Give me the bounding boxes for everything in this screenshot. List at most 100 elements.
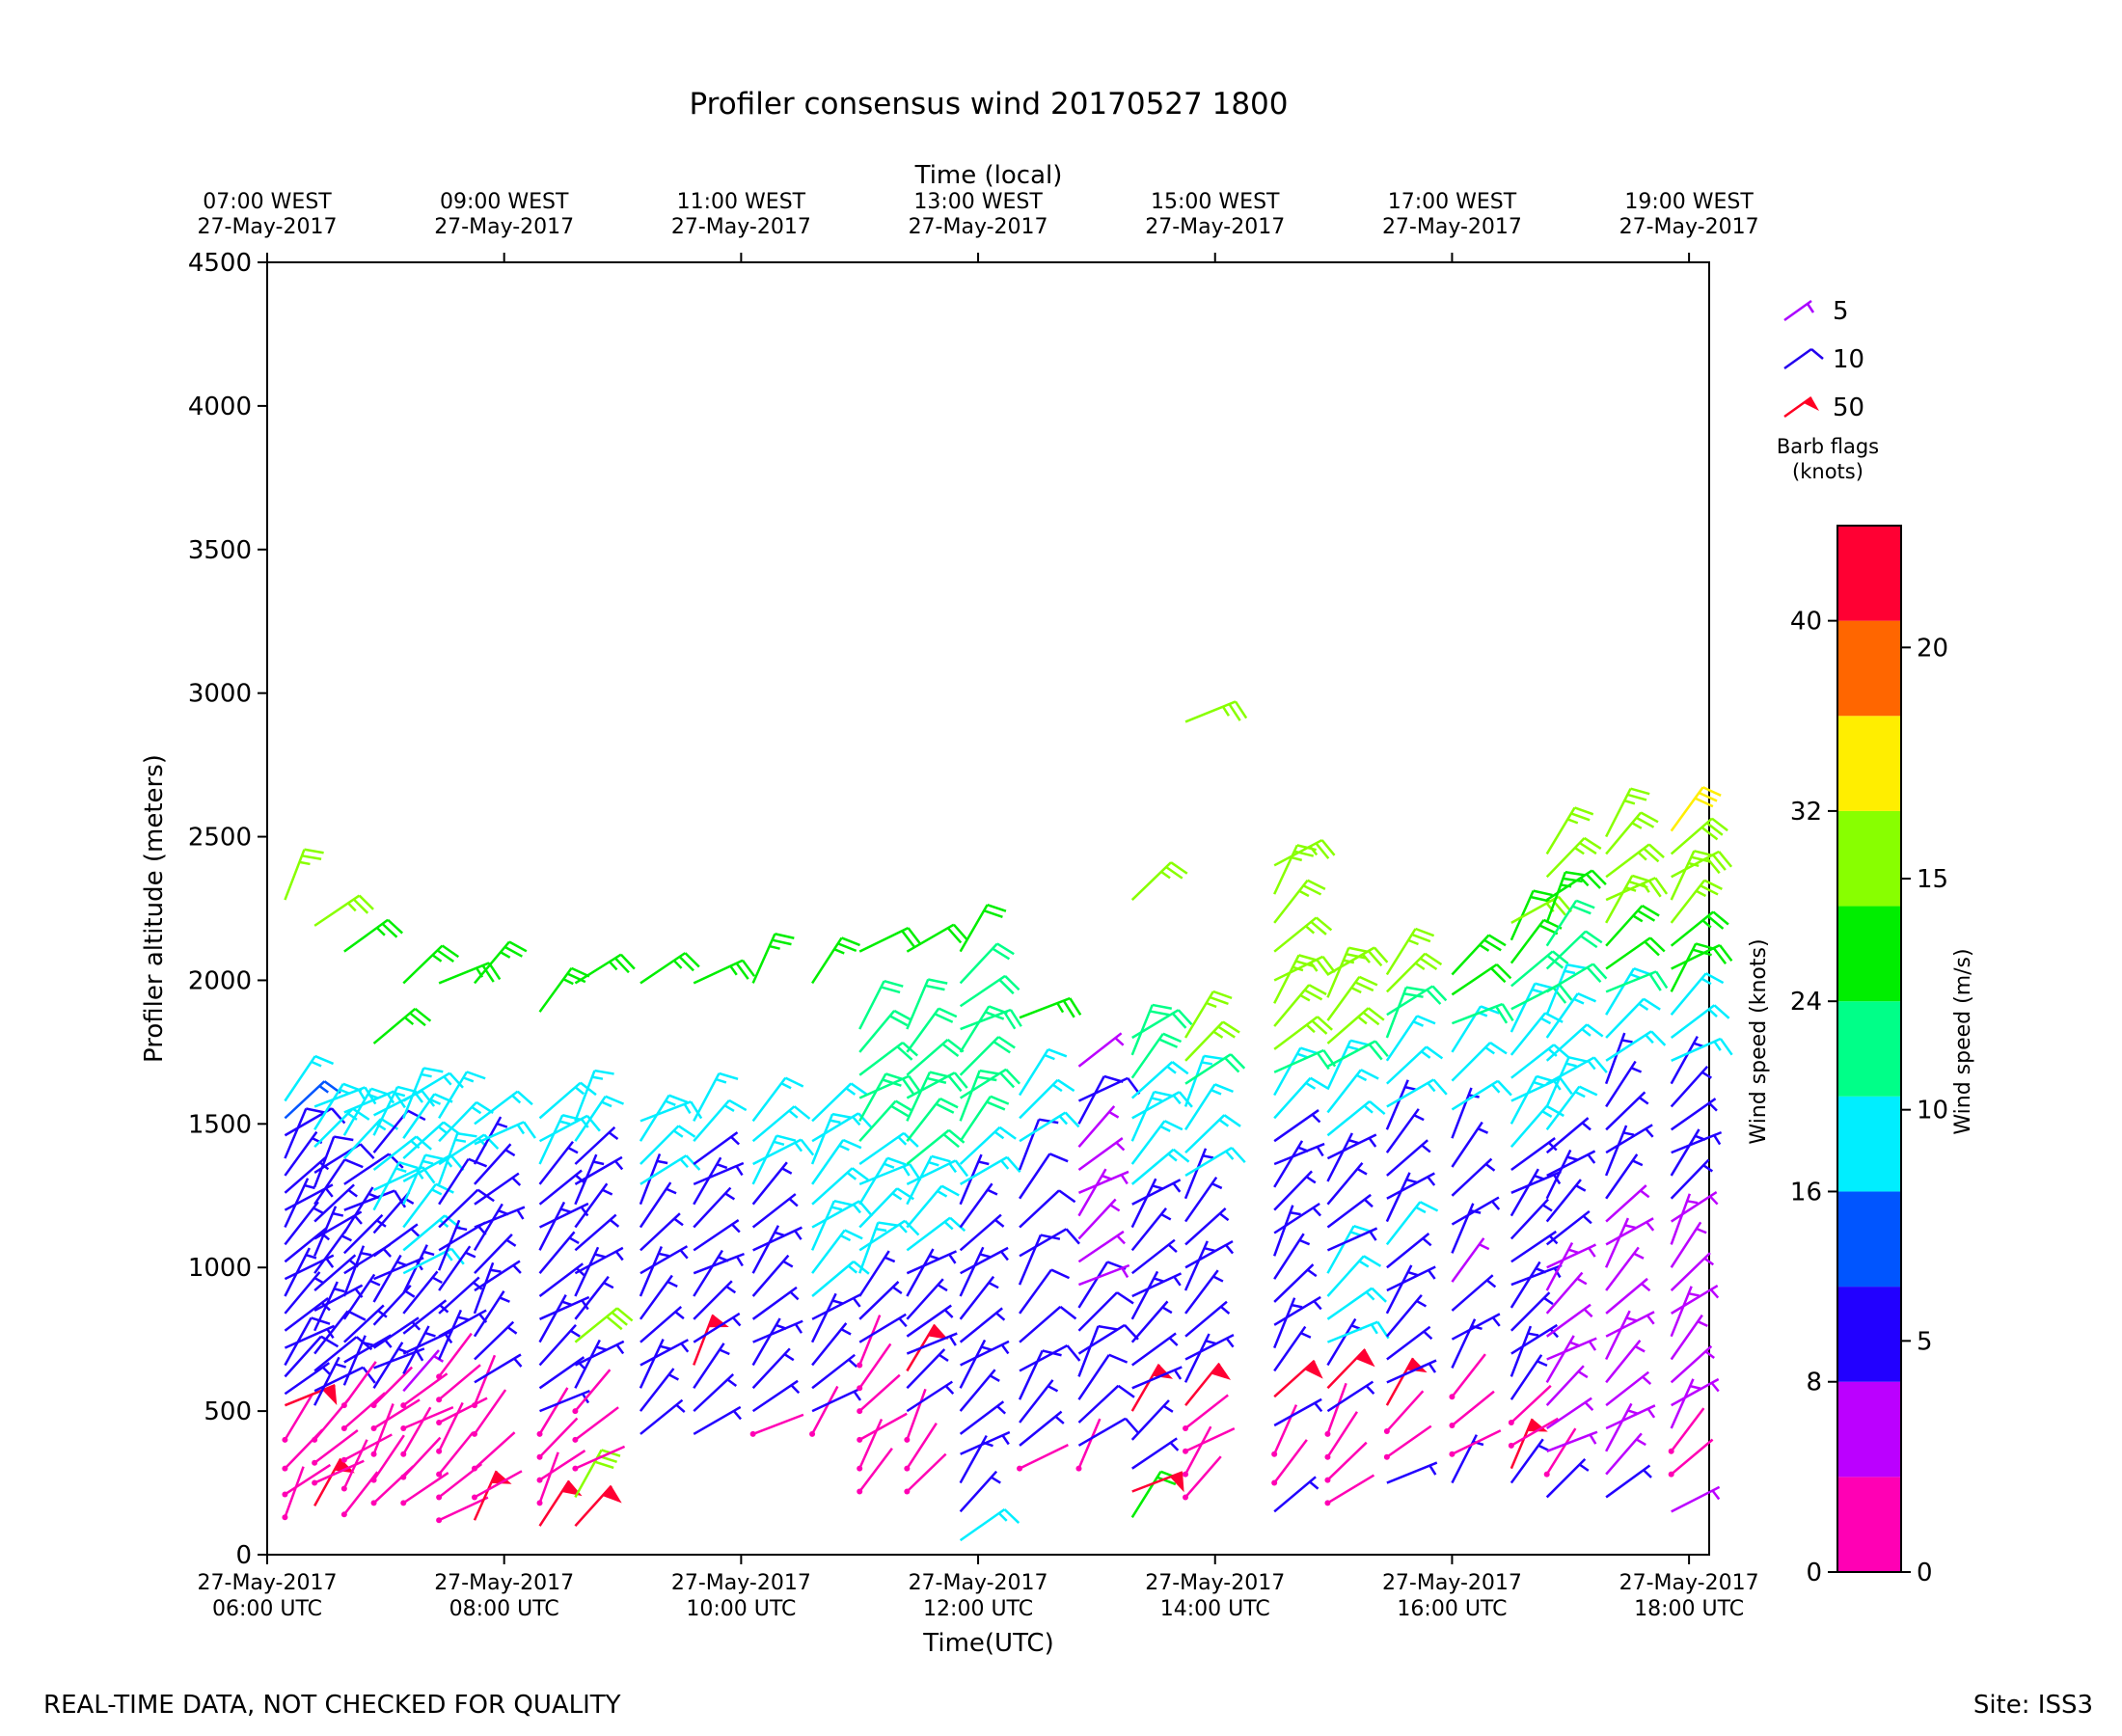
barb-half-tick <box>1638 1002 1649 1011</box>
barb-staff <box>639 1095 670 1142</box>
barb-profile <box>340 918 407 1518</box>
x-tick-label-time: 18:00 UTC <box>1634 1597 1744 1621</box>
barb-staff <box>752 1138 803 1166</box>
wind-barb <box>960 1155 1021 1185</box>
barb-full-tick <box>1062 999 1075 1018</box>
barb-full-tick <box>942 1133 960 1149</box>
barb-staff <box>574 1340 625 1367</box>
barb-full-tick <box>1627 793 1647 801</box>
barb-half-tick <box>794 1142 803 1153</box>
barb-full-tick <box>1551 950 1569 965</box>
wind-barb <box>402 1153 465 1182</box>
barb-half-tick <box>1369 1231 1377 1241</box>
barb-half-tick <box>580 1206 589 1217</box>
barb-staff <box>343 1392 386 1429</box>
barb-full-tick <box>330 1107 346 1125</box>
barb-staff <box>1326 1162 1364 1206</box>
barb-full-tick <box>850 1082 868 1097</box>
barb-staff <box>1273 1439 1308 1484</box>
barb-full-tick <box>1203 1054 1224 1061</box>
wind-barb <box>1183 1427 1236 1454</box>
barb-half-tick <box>431 954 443 963</box>
barb-staff <box>284 1271 321 1315</box>
wind-barb <box>400 1436 442 1480</box>
barb-staff <box>1019 1443 1069 1470</box>
barb-staff <box>1605 843 1650 879</box>
barb-full-tick <box>1648 843 1665 859</box>
wind-barb <box>1545 1117 1592 1154</box>
barb-half-tick <box>360 1251 372 1257</box>
barb-half-tick <box>311 1060 322 1068</box>
barb-half-tick <box>1201 1061 1213 1066</box>
barb-full-tick <box>833 1199 855 1207</box>
barb-staff <box>1273 1233 1305 1280</box>
barb-full-tick <box>1038 1118 1059 1125</box>
wind-barb <box>1019 1268 1071 1315</box>
barb-staff <box>1605 936 1651 970</box>
barb-staff <box>1510 1263 1563 1287</box>
barb-staff <box>1019 1305 1062 1343</box>
wind-barb <box>1545 1365 1589 1407</box>
barb-calm-dot <box>536 1500 543 1506</box>
wind-barb <box>858 1131 919 1166</box>
wind-barb <box>906 1071 968 1099</box>
barb-half-tick <box>568 1236 580 1245</box>
y-tick-label: 3500 <box>188 536 252 565</box>
y-tick-label: 3000 <box>188 680 252 709</box>
barb-half-tick <box>1709 1195 1719 1206</box>
wind-barb <box>1670 1158 1714 1200</box>
wind-barb <box>313 1206 344 1257</box>
barb-half-tick <box>506 1326 518 1335</box>
barb-staff <box>906 1155 933 1206</box>
barb-staff <box>1326 1227 1378 1252</box>
barb-calm-dot <box>572 1408 579 1415</box>
barb-staff <box>751 1105 796 1143</box>
x-tick-label-time: 16:00 UTC <box>1397 1597 1507 1621</box>
barb-half-tick <box>1347 1044 1359 1051</box>
barb-full-tick <box>1172 1148 1190 1163</box>
wind-barb <box>1451 1121 1489 1168</box>
wind-barb <box>1546 1397 1594 1430</box>
barb-staff <box>1385 1015 1419 1062</box>
wind-barb <box>1273 1297 1303 1349</box>
barb-half-tick <box>471 1105 482 1115</box>
barb-staff <box>959 974 1006 1008</box>
barb-staff <box>1451 1318 1477 1369</box>
barb-staff <box>1670 942 1698 992</box>
wind-barb <box>639 1398 686 1435</box>
top-x-tick-label-date: 27-May-2017 <box>434 215 574 239</box>
wind-barb <box>438 962 502 985</box>
wind-barb <box>1019 1344 1081 1372</box>
wind-barb <box>574 1275 614 1320</box>
barb-half-tick <box>1640 1189 1650 1199</box>
barb-staff <box>811 1293 861 1320</box>
wind-barb <box>1326 1348 1375 1390</box>
barb-staff <box>372 1398 421 1430</box>
barb-staff <box>959 1068 1007 1099</box>
y-axis-label: Profiler altitude (meters) <box>140 754 169 1063</box>
barb-full-tick <box>1003 1508 1020 1524</box>
barb-full-tick <box>1644 940 1660 957</box>
barb-staff <box>1019 1078 1059 1120</box>
barb-full-tick <box>508 940 528 953</box>
wind-barb <box>1449 1353 1486 1400</box>
barb-staff <box>959 1307 1003 1343</box>
barb-staff <box>1326 1411 1358 1458</box>
barb-staff <box>811 1139 845 1185</box>
barb-staff <box>438 962 490 985</box>
barb-calm-dot <box>471 1494 477 1501</box>
colorbar-ms-label: Wind speed (m/s) <box>1951 948 1975 1134</box>
barb-half-tick <box>898 1317 908 1328</box>
barb-half-tick <box>1221 706 1231 717</box>
barb-full-tick <box>619 953 636 970</box>
barb-profile <box>749 933 815 1437</box>
barb-half-tick <box>928 1160 939 1167</box>
plot-area <box>266 261 1710 1556</box>
barb-staff <box>284 1297 329 1332</box>
barb-calm-dot <box>436 1494 443 1501</box>
barb-calm-dot <box>436 1397 443 1403</box>
barb-staff <box>1273 954 1300 1004</box>
barb-calm-dot <box>809 1430 816 1437</box>
wind-barb <box>960 1008 1022 1031</box>
barb-staff <box>858 1222 880 1274</box>
